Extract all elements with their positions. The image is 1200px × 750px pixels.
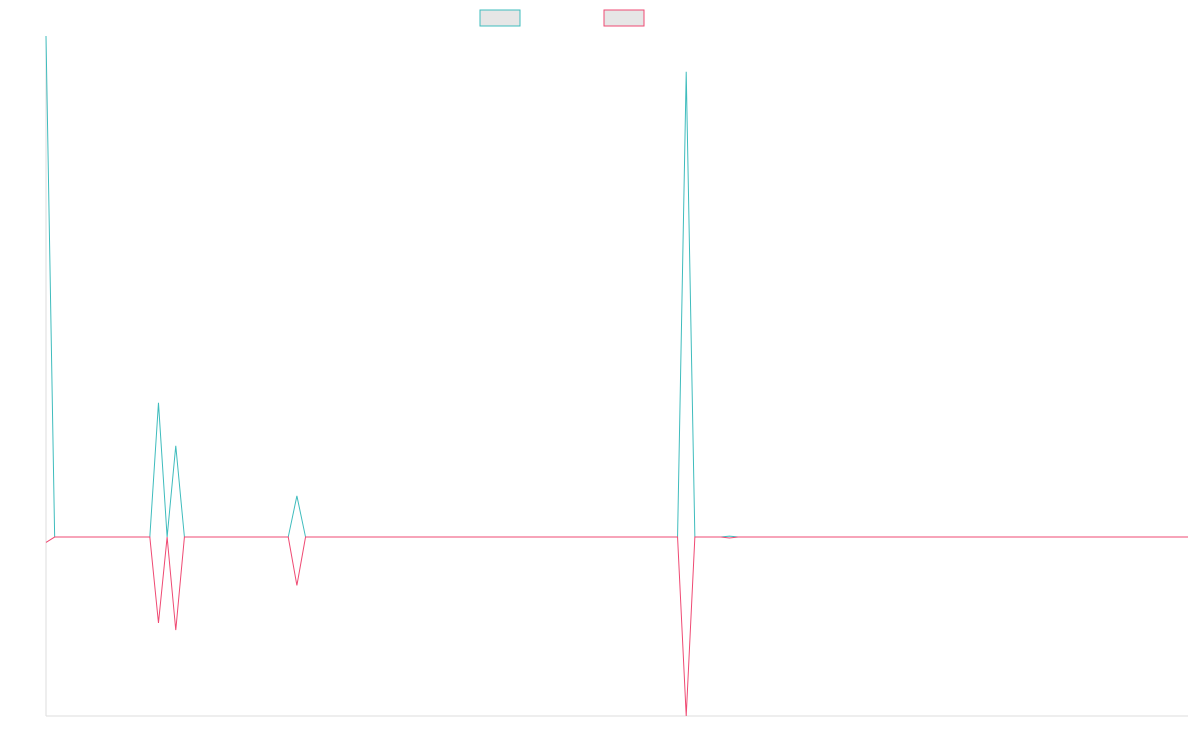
series-layer (45, 35, 1188, 717)
legend-swatch-1[interactable] (479, 9, 521, 27)
chart-axes (45, 36, 1188, 717)
series-1-line (45, 35, 1188, 538)
legend-swatch-2[interactable] (603, 9, 645, 27)
chart-legend (479, 9, 645, 27)
series-2-line (45, 536, 1188, 717)
